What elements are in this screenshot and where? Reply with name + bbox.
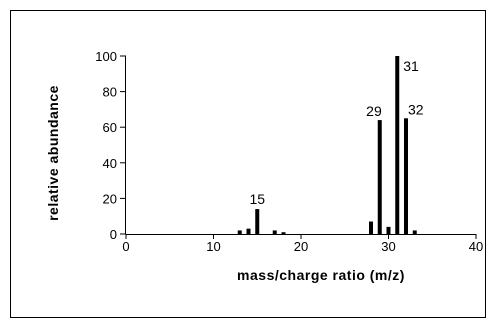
x-axis-title: mass/charge ratio (m/z): [237, 267, 405, 283]
peak-label-15: 15: [249, 191, 265, 207]
bar-series: [237, 56, 417, 234]
bar-mz-15: [255, 209, 260, 234]
y-axis-ticks: 0 20 40 60 80 100: [95, 49, 126, 242]
bar-mz-32: [404, 118, 408, 234]
bar-mz-18: [281, 232, 286, 234]
x-tick-label: 0: [122, 239, 129, 254]
bar-mz-28: [369, 221, 373, 234]
y-tick-label: 80: [103, 85, 117, 100]
peak-labels: 15 29 31 32: [249, 58, 423, 207]
bar-mz-29: [377, 120, 382, 234]
bar-mz-31: [395, 56, 400, 234]
peak-label-31: 31: [403, 58, 419, 74]
bar-mz-30: [386, 226, 391, 234]
y-tick-label: 100: [95, 49, 117, 64]
x-tick-label: 10: [206, 239, 220, 254]
bar-mz-13: [237, 230, 242, 234]
peak-label-32: 32: [408, 101, 424, 117]
peak-label-29: 29: [366, 103, 382, 119]
y-axis-title: relative abundance: [45, 85, 61, 221]
x-tick-label: 30: [381, 239, 395, 254]
x-tick-label: 40: [469, 239, 483, 254]
y-tick-label: 40: [103, 156, 117, 171]
bar-mz-33: [412, 230, 417, 234]
x-tick-label: 20: [294, 239, 308, 254]
y-tick-label: 60: [103, 120, 117, 135]
x-axis-ticks: 0 10 20 30 40: [122, 234, 483, 254]
y-tick-label: 0: [110, 227, 117, 242]
bar-mz-14: [246, 228, 251, 234]
bar-mz-17: [272, 230, 277, 234]
y-tick-label: 20: [103, 191, 117, 206]
